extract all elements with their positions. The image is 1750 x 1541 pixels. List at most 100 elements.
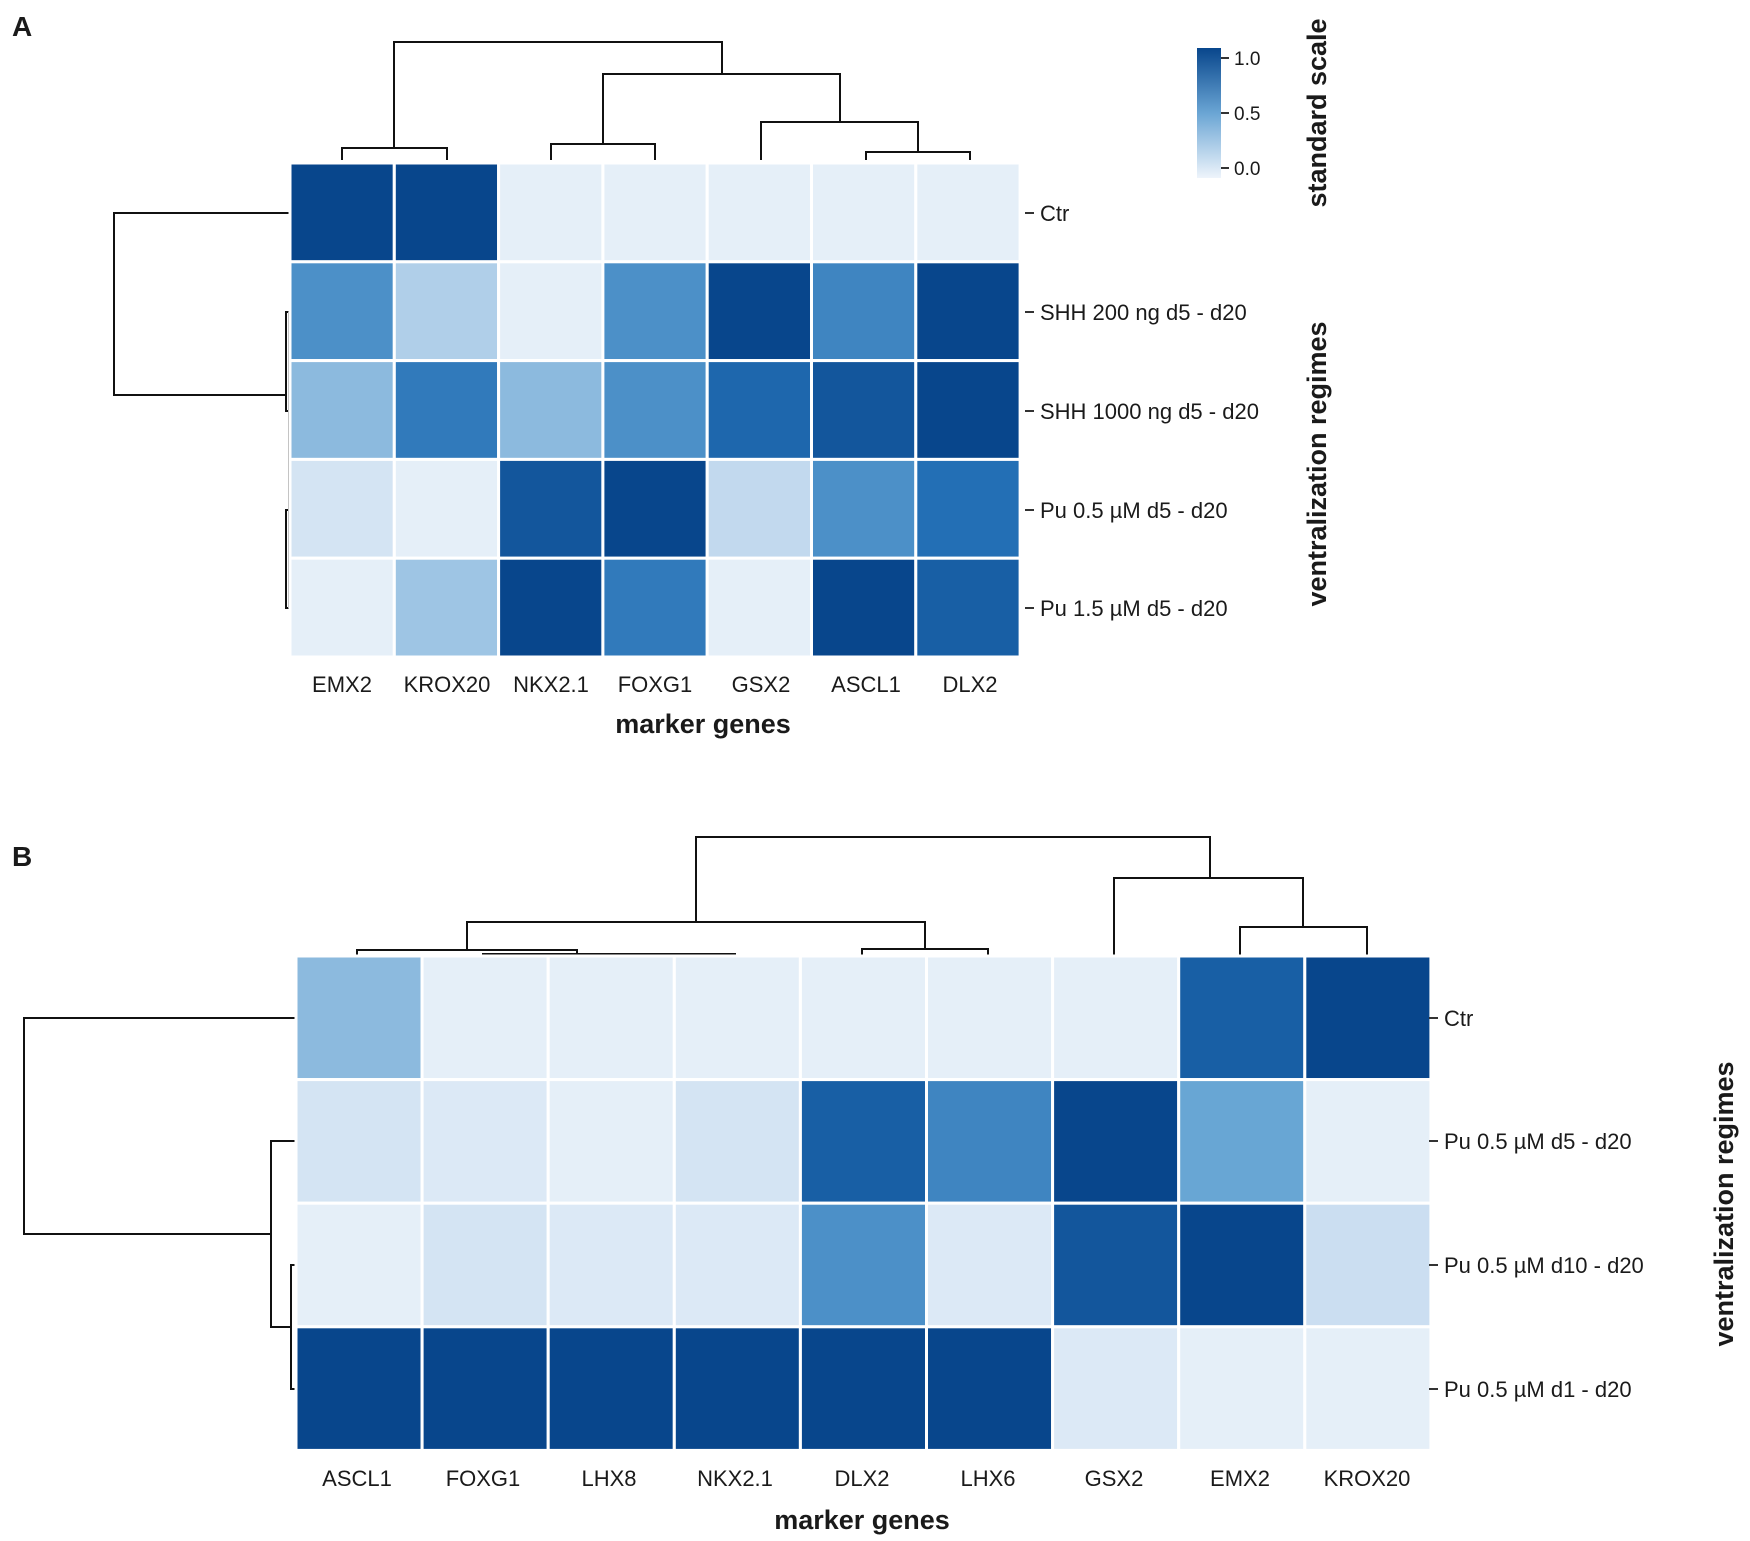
panel-b-cell-pu-0-5-m-d5-d20-foxg1	[420, 1078, 550, 1205]
panel-b-cell-ctr-gsx2	[1051, 954, 1181, 1082]
panel-a-cell-ctr-nkx2-1	[497, 161, 605, 264]
panel-a-cell-shh-200-ng-d5-d20-ascl1	[810, 260, 918, 363]
panel-a-column-dendrogram	[341, 41, 971, 160]
panel-b-col-label: LHX8	[581, 1466, 636, 1491]
panel-b-row-label: Ctr	[1444, 1006, 1473, 1031]
panel-b-cell-pu-0-5-m-d5-d20-ascl1	[294, 1078, 424, 1205]
panel-a-cell-shh-200-ng-d5-d20-foxg1	[601, 260, 709, 363]
panel-b-heatmap	[294, 954, 1433, 1452]
colorbar-tick-label: 0.5	[1234, 104, 1260, 125]
panel-b-cell-ctr-dlx2	[798, 954, 929, 1082]
colorbar-tick-label: 0.0	[1234, 159, 1260, 180]
panel-a-row-label: Pu 1.5 µM d5 - d20	[1040, 596, 1228, 621]
panel-b-col-label: LHX6	[960, 1466, 1015, 1491]
panel-b-cell-pu-0-5-m-d10-d20-lhx6	[925, 1201, 1055, 1329]
panel-a-cell-pu-1-5-m-d5-d20-krox20	[392, 556, 501, 659]
panel-b-cell-pu-0-5-m-d5-d20-dlx2	[798, 1078, 929, 1205]
panel-b-cell-pu-0-5-m-d5-d20-nkx2-1	[672, 1078, 802, 1205]
panel-b-row-label: Pu 0.5 µM d1 - d20	[1444, 1377, 1632, 1402]
panel-a-cell-pu-0-5-m-d5-d20-dlx2	[914, 457, 1022, 560]
panel-b-cell-pu-0-5-m-d1-d20-foxg1	[420, 1325, 550, 1452]
panel-a-row-label: Pu 0.5 µM d5 - d20	[1040, 498, 1228, 523]
panel-a-col-label: KROX20	[404, 672, 491, 697]
panel-a-cell-shh-200-ng-d5-d20-nkx2-1	[497, 260, 605, 363]
panel-a-letter: A	[12, 11, 32, 42]
panel-b-column-labels: ASCL1 FOXG1 LHX8 NKX2.1 DLX2 LHX6 GSX2 E…	[322, 1466, 1410, 1491]
panel-b-cell-pu-0-5-m-d1-d20-gsx2	[1051, 1325, 1181, 1452]
panel-b-cell-ctr-krox20	[1303, 954, 1433, 1082]
panel-a-cell-pu-0-5-m-d5-d20-krox20	[392, 457, 501, 560]
panel-a-cell-pu-1-5-m-d5-d20-gsx2	[705, 556, 814, 659]
panel-a-cell-pu-1-5-m-d5-d20-nkx2-1	[497, 556, 605, 659]
panel-b-cell-pu-0-5-m-d1-d20-dlx2	[798, 1325, 929, 1452]
panel-a-cell-pu-1-5-m-d5-d20-dlx2	[914, 556, 1022, 659]
panel-a-cell-pu-0-5-m-d5-d20-ascl1	[810, 457, 918, 560]
colorbar-title: standard scale	[1302, 18, 1332, 207]
panel-b-cell-pu-0-5-m-d10-d20-foxg1	[420, 1201, 550, 1329]
panel-b-cell-ctr-nkx2-1	[672, 954, 802, 1082]
panel-a-column-labels: EMX2 KROX20 NKX2.1 FOXG1 GSX2 ASCL1 DLX2	[312, 672, 997, 697]
panel-a-cell-shh-200-ng-d5-d20-krox20	[392, 260, 501, 363]
colorbar-tick-label: 1.0	[1234, 49, 1260, 70]
panel-b-cell-pu-0-5-m-d5-d20-lhx8	[546, 1078, 676, 1205]
panel-b-y-axis-title: ventralization regimes	[1709, 1061, 1739, 1346]
panel-b-col-label: EMX2	[1210, 1466, 1270, 1491]
panel-a-cell-pu-0-5-m-d5-d20-gsx2	[705, 457, 814, 560]
colorbar-gradient	[1197, 48, 1221, 178]
panel-a-cell-ctr-emx2	[288, 161, 396, 264]
panel-a-col-label: FOXG1	[618, 672, 693, 697]
panel-a-cell-pu-0-5-m-d5-d20-foxg1	[601, 457, 709, 560]
panel-a-cell-shh-1000-ng-d5-d20-nkx2-1	[497, 359, 605, 461]
panel-b-row-label: Pu 0.5 µM d10 - d20	[1444, 1253, 1644, 1278]
panel-b-column-dendrogram	[356, 836, 1368, 958]
panel-b-col-label: KROX20	[1324, 1466, 1411, 1491]
panel-a-row-dendrogram	[113, 212, 290, 609]
panel-b-cell-pu-0-5-m-d1-d20-emx2	[1177, 1325, 1307, 1452]
panel-a-cell-ctr-dlx2	[914, 161, 1022, 264]
panel-a-col-label: GSX2	[732, 672, 791, 697]
panel-a-col-label: ASCL1	[831, 672, 901, 697]
panel-a-heatmap	[288, 161, 1022, 659]
panel-b-cell-pu-0-5-m-d10-d20-gsx2	[1051, 1201, 1181, 1329]
panel-b-cell-pu-0-5-m-d5-d20-krox20	[1303, 1078, 1433, 1205]
panel-b-cell-pu-0-5-m-d1-d20-krox20	[1303, 1325, 1433, 1452]
panel-a-cell-ctr-ascl1	[810, 161, 918, 264]
panel-a-cell-ctr-krox20	[392, 161, 501, 264]
panel-b-row-label: Pu 0.5 µM d5 - d20	[1444, 1129, 1632, 1154]
panel-a-cell-ctr-foxg1	[601, 161, 709, 264]
panel-b-cell-ctr-emx2	[1177, 954, 1307, 1082]
panel-b-cell-pu-0-5-m-d10-d20-lhx8	[546, 1201, 676, 1329]
panel-a-cell-shh-200-ng-d5-d20-gsx2	[705, 260, 814, 363]
panel-b-row-labels: Ctr Pu 0.5 µM d5 - d20 Pu 0.5 µM d10 - d…	[1429, 1006, 1644, 1402]
panel-a-cell-pu-0-5-m-d5-d20-emx2	[288, 457, 396, 560]
panel-a-cell-pu-1-5-m-d5-d20-emx2	[288, 556, 396, 659]
panel-b-col-label: NKX2.1	[697, 1466, 773, 1491]
panel-a-cell-pu-0-5-m-d5-d20-nkx2-1	[497, 457, 605, 560]
panel-a-row-label: Ctr	[1040, 201, 1069, 226]
panel-b-cell-pu-0-5-m-d5-d20-gsx2	[1051, 1078, 1181, 1205]
panel-a-row-label: SHH 200 ng d5 - d20	[1040, 300, 1247, 325]
panel-a-cell-shh-1000-ng-d5-d20-foxg1	[601, 359, 709, 461]
panel-a-cell-pu-1-5-m-d5-d20-foxg1	[601, 556, 709, 659]
panel-b-cell-ctr-lhx6	[925, 954, 1055, 1082]
panel-b-col-label: ASCL1	[322, 1466, 392, 1491]
panel-b-cell-pu-0-5-m-d10-d20-emx2	[1177, 1201, 1307, 1329]
panel-a-cell-shh-1000-ng-d5-d20-dlx2	[914, 359, 1022, 461]
panel-b-cell-ctr-lhx8	[546, 954, 676, 1082]
panel-a-cell-shh-200-ng-d5-d20-emx2	[288, 260, 396, 363]
panel-b-cell-pu-0-5-m-d5-d20-emx2	[1177, 1078, 1307, 1205]
panel-b-col-label: FOXG1	[446, 1466, 521, 1491]
panel-a-col-label: NKX2.1	[513, 672, 589, 697]
panel-b-cell-pu-0-5-m-d1-d20-nkx2-1	[672, 1325, 802, 1452]
panel-a-cell-shh-200-ng-d5-d20-dlx2	[914, 260, 1022, 363]
panel-b-col-label: GSX2	[1085, 1466, 1144, 1491]
panel-b-cell-ctr-foxg1	[420, 954, 550, 1082]
panel-a-row-labels: Ctr SHH 200 ng d5 - d20 SHH 1000 ng d5 -…	[1025, 201, 1259, 621]
panel-a-cell-shh-1000-ng-d5-d20-ascl1	[810, 359, 918, 461]
panel-a-col-label: EMX2	[312, 672, 372, 697]
panel-a-row-label: SHH 1000 ng d5 - d20	[1040, 399, 1259, 424]
panel-b-cell-ctr-ascl1	[294, 954, 424, 1082]
panel-b-cell-pu-0-5-m-d1-d20-lhx6	[925, 1325, 1055, 1452]
panel-b-col-label: DLX2	[834, 1466, 889, 1491]
